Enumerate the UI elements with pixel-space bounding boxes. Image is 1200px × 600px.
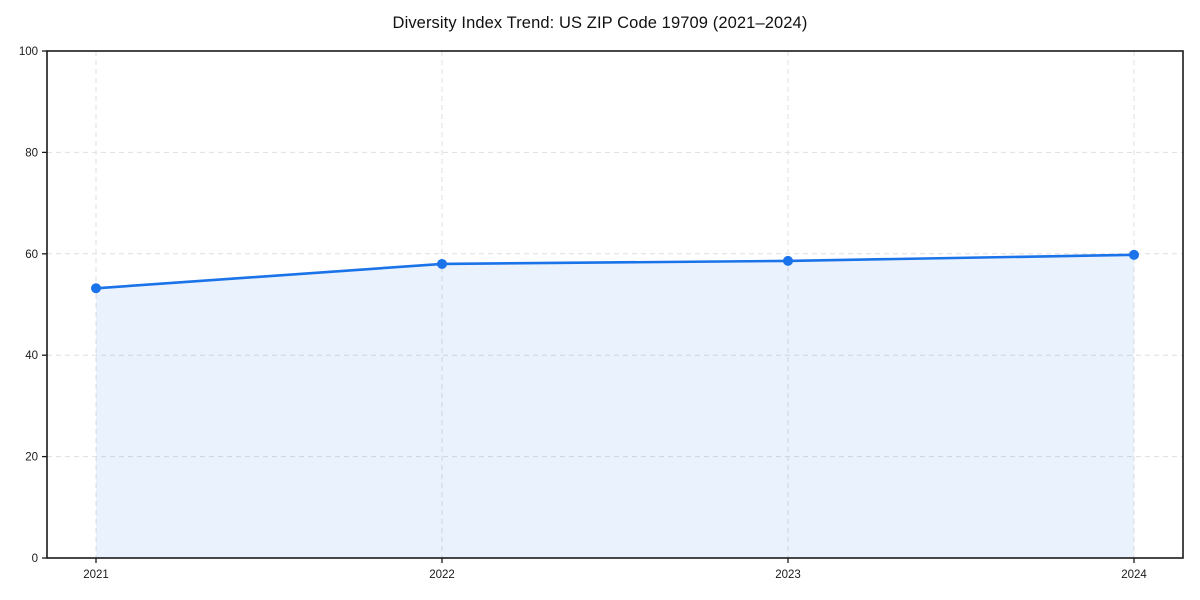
y-tick-label: 40 — [25, 350, 38, 362]
plot-border — [46, 50, 1184, 559]
trend-line — [94, 253, 1136, 290]
y-tick-label: 60 — [25, 249, 38, 261]
x-tick-label: 2023 — [775, 569, 801, 581]
y-tick-label: 100 — [19, 46, 38, 58]
data-point-2024 — [1129, 249, 1139, 260]
x-tick-label: 2024 — [1121, 569, 1147, 581]
y-tick-label: 0 — [32, 553, 38, 565]
data-point-2023 — [783, 255, 793, 266]
y-tick-label: 80 — [25, 147, 38, 159]
data-point-2022 — [437, 258, 447, 269]
x-tick-label: 2021 — [83, 569, 109, 581]
data-point-2021 — [91, 283, 101, 294]
area-fill — [96, 254, 1134, 558]
y-tick-label: 20 — [25, 452, 38, 464]
x-tick-label: 2022 — [429, 569, 455, 581]
chart-title: Diversity Index Trend: US ZIP Code 19709… — [392, 14, 808, 32]
